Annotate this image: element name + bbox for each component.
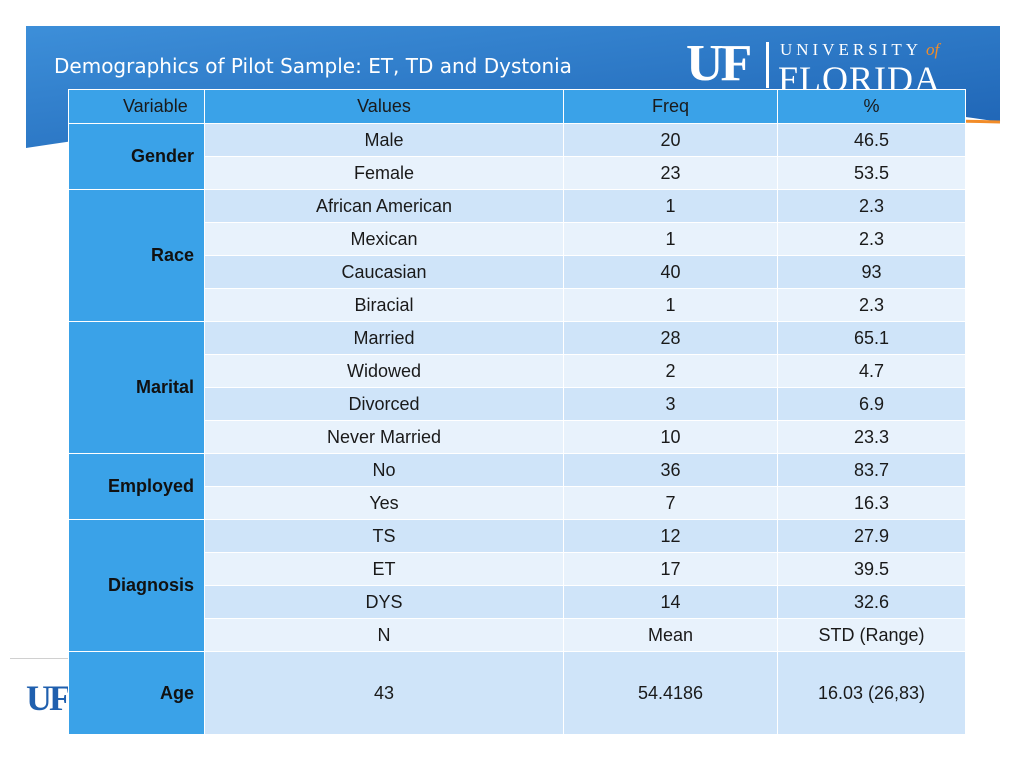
cell-value: Female: [204, 156, 564, 190]
cell-percent: 93: [777, 255, 966, 289]
cell-value: No: [204, 453, 564, 487]
cell-percent: STD (Range): [777, 618, 966, 652]
table-row: N Mean STD (Range): [69, 618, 966, 652]
table-row: Divorced 3 6.9: [69, 387, 966, 421]
side-divider: [10, 658, 68, 659]
cell-percent: 83.7: [777, 453, 966, 487]
table-row: Marital Married 28 65.1: [68, 321, 966, 454]
cell-value: ET: [204, 552, 564, 586]
variable-gender: Gender: [68, 123, 205, 190]
cell-percent: 53.5: [777, 156, 966, 190]
cell-value: TS: [204, 519, 564, 553]
cell-value: Caucasian: [204, 255, 564, 289]
table-row: Female 23 53.5: [69, 156, 966, 190]
header-values: Values: [204, 89, 564, 124]
table-row: Caucasian 40 93: [69, 255, 966, 289]
header-percent: %: [777, 89, 966, 124]
variable-race: Race: [68, 189, 205, 322]
header-freq: Freq: [563, 89, 778, 124]
cell-freq: 1: [563, 222, 778, 256]
side-uf-logo: UF: [26, 678, 71, 718]
cell-freq: Mean: [563, 618, 778, 652]
cell-value: African American: [204, 189, 564, 223]
uf-monogram: UF: [686, 35, 752, 92]
logo-divider: [766, 42, 769, 88]
cell-freq: 40: [563, 255, 778, 289]
table-row: Race African American 1 2.3: [68, 189, 966, 322]
cell-percent: 39.5: [777, 552, 966, 586]
variable-employed: Employed: [68, 453, 205, 520]
logo-of-word: of: [926, 40, 940, 59]
cell-freq: 36: [563, 453, 778, 487]
table-row: Gender Male 20 46.5: [68, 123, 966, 190]
cell-freq: 20: [563, 123, 778, 157]
table-header-row: Variable Values Freq %: [68, 89, 966, 124]
cell-freq: 1: [563, 288, 778, 322]
table-row: Age 43 54.4186 16.03 (26,83): [68, 651, 966, 735]
variable-diagnosis: Diagnosis: [68, 519, 205, 652]
cell-freq: 7: [563, 486, 778, 520]
cell-value: Biracial: [204, 288, 564, 322]
cell-value: Divorced: [204, 387, 564, 421]
cell-percent: 2.3: [777, 222, 966, 256]
variable-age: Age: [68, 651, 205, 735]
cell-percent: 6.9: [777, 387, 966, 421]
demographics-table: Variable Values Freq % Gender Male 20 46…: [68, 89, 966, 735]
cell-percent: 46.5: [777, 123, 966, 157]
cell-value: Male: [204, 123, 564, 157]
uf-logo: UF UNIVERSITY of FLORIDA: [686, 35, 982, 100]
cell-value: Married: [204, 321, 564, 355]
cell-freq: 17: [563, 552, 778, 586]
cell-freq: 14: [563, 585, 778, 619]
cell-percent: 23.3: [777, 420, 966, 454]
table-row: Never Married 10 23.3: [69, 420, 966, 454]
cell-value: Widowed: [204, 354, 564, 388]
cell-freq: 1: [563, 189, 778, 223]
cell-freq: 23: [563, 156, 778, 190]
cell-percent: 4.7: [777, 354, 966, 388]
cell-freq: 10: [563, 420, 778, 454]
cell-value: DYS: [204, 585, 564, 619]
cell-freq: 2: [563, 354, 778, 388]
cell-percent: 16.3: [777, 486, 966, 520]
cell-freq: 54.4186: [563, 651, 778, 735]
cell-freq: 3: [563, 387, 778, 421]
cell-freq: 12: [563, 519, 778, 553]
header-variable: Variable: [68, 89, 205, 124]
cell-value: 43: [204, 651, 564, 735]
page-title: Demographics of Pilot Sample: ET, TD and…: [54, 54, 572, 78]
cell-value: N: [204, 618, 564, 652]
table-row: Biracial 1 2.3: [69, 288, 966, 322]
cell-value: Yes: [204, 486, 564, 520]
cell-percent: 16.03 (26,83): [777, 651, 966, 735]
cell-percent: 65.1: [777, 321, 966, 355]
cell-percent: 32.6: [777, 585, 966, 619]
table-row: Employed No 36 83.7: [68, 453, 966, 520]
logo-university-word: UNIVERSITY: [780, 40, 922, 59]
cell-percent: 2.3: [777, 288, 966, 322]
cell-value: Never Married: [204, 420, 564, 454]
table-row: Diagnosis TS 12 27.9: [68, 519, 966, 652]
variable-marital: Marital: [68, 321, 205, 454]
table-row: DYS 14 32.6: [69, 585, 966, 619]
cell-value: Mexican: [204, 222, 564, 256]
table-row: ET 17 39.5: [69, 552, 966, 586]
table-row: Yes 7 16.3: [69, 486, 966, 520]
cell-freq: 28: [563, 321, 778, 355]
logo-university-text: UNIVERSITY of: [780, 40, 939, 60]
cell-percent: 27.9: [777, 519, 966, 553]
cell-percent: 2.3: [777, 189, 966, 223]
